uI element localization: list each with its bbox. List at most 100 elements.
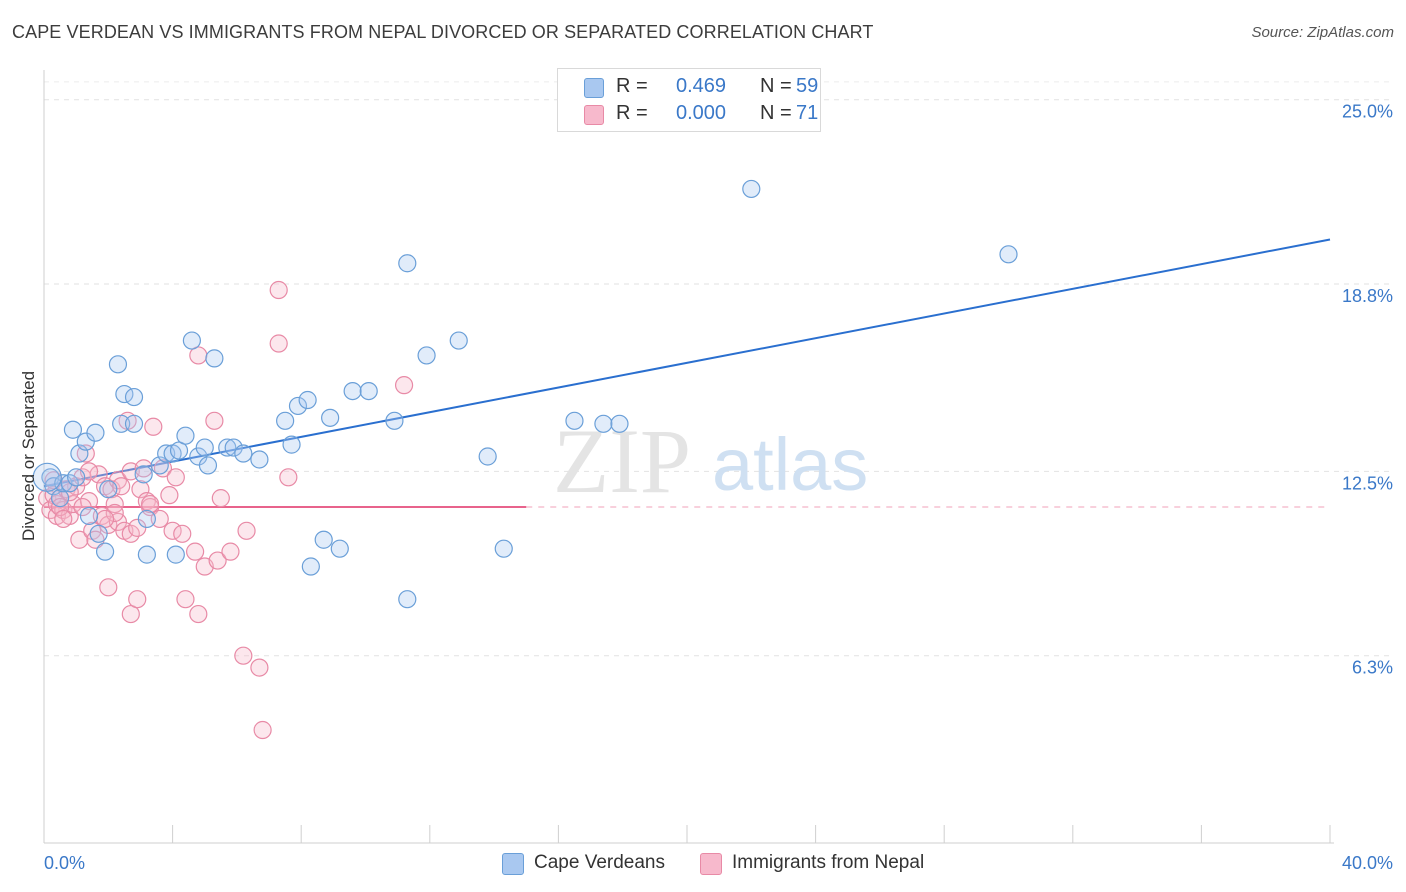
point-cape-verdeans bbox=[359, 381, 378, 401]
legend-swatch-cape-verdeans bbox=[584, 78, 604, 98]
point-cape-verdeans bbox=[385, 411, 404, 430]
point-nepal bbox=[140, 494, 160, 514]
point-cape-verdeans bbox=[99, 480, 118, 499]
legend-r-label: R = bbox=[616, 102, 648, 124]
point-nepal bbox=[73, 497, 92, 517]
point-cape-verdeans bbox=[198, 456, 218, 475]
watermark-zip: ZIP bbox=[553, 410, 691, 512]
point-cape-verdeans bbox=[398, 254, 417, 273]
point-cape-verdeans bbox=[124, 387, 144, 407]
point-nepal bbox=[269, 280, 288, 300]
point-cape-verdeans bbox=[314, 530, 333, 549]
y-tick-label: 18.8% bbox=[1342, 286, 1393, 306]
point-nepal bbox=[269, 334, 288, 353]
point-cape-verdeans bbox=[166, 545, 185, 564]
point-cape-verdeans bbox=[95, 542, 115, 561]
point-nepal bbox=[394, 376, 414, 395]
legend-n-label: N = bbox=[760, 75, 792, 97]
point-nepal bbox=[173, 524, 192, 543]
point-cape-verdeans bbox=[594, 414, 613, 433]
point-nepal bbox=[279, 468, 298, 487]
bottom-legend-swatch-cape-verdeans bbox=[502, 853, 524, 875]
point-cape-verdeans bbox=[218, 438, 237, 457]
trend-lines bbox=[43, 238, 1331, 509]
point-cape-verdeans bbox=[494, 539, 513, 558]
legend-r-label: R = bbox=[616, 75, 648, 97]
legend-r-value: 0.469 bbox=[676, 75, 727, 97]
point-nepal bbox=[221, 542, 240, 561]
point-nepal bbox=[54, 509, 73, 529]
point-cape-verdeans bbox=[449, 331, 468, 350]
point-cape-verdeans bbox=[112, 414, 131, 433]
point-cape-verdeans bbox=[343, 381, 362, 401]
point-cape-verdeans bbox=[195, 438, 214, 457]
point-nepal bbox=[205, 411, 224, 430]
axes bbox=[43, 70, 1334, 844]
chart-title: CAPE VERDEAN VS IMMIGRANTS FROM NEPAL DI… bbox=[12, 22, 874, 42]
point-nepal bbox=[186, 542, 205, 561]
point-cape-verdeans bbox=[565, 411, 584, 430]
point-nepal bbox=[234, 646, 253, 665]
point-cape-verdeans bbox=[398, 590, 417, 609]
point-nepal bbox=[166, 468, 185, 487]
point-nepal bbox=[208, 551, 227, 570]
grid-lines bbox=[44, 81, 1392, 657]
point-nepal bbox=[128, 590, 147, 609]
point-cape-verdeans bbox=[108, 355, 128, 374]
point-cape-verdeans bbox=[86, 423, 105, 442]
point-nepal bbox=[153, 459, 173, 478]
point-cape-verdeans bbox=[137, 509, 156, 529]
point-cape-verdeans bbox=[301, 557, 320, 576]
point-nepal bbox=[105, 503, 124, 523]
point-nepal bbox=[150, 509, 169, 529]
point-cape-verdeans bbox=[610, 414, 629, 433]
data-points bbox=[32, 179, 1018, 740]
point-nepal bbox=[211, 489, 230, 508]
legend-r-value: 0.000 bbox=[676, 102, 727, 124]
bottom-legend-swatch-nepal bbox=[700, 853, 722, 875]
point-cape-verdeans bbox=[321, 408, 340, 427]
point-nepal bbox=[250, 658, 269, 677]
tick-labels: 25.0% 18.8% 12.5% 6.3% 0.0% 40.0% Divorced or … bbox=[19, 102, 1393, 873]
legend-swatch-nepal bbox=[584, 105, 604, 125]
y-tick-label: 12.5% bbox=[1342, 473, 1393, 493]
point-cape-verdeans bbox=[234, 444, 253, 463]
point-nepal bbox=[176, 590, 195, 609]
point-cape-verdeans bbox=[298, 390, 317, 410]
point-cape-verdeans bbox=[205, 349, 224, 368]
correlation-legend: R = 0.469 N = 59 R = 0.000 N = 71 bbox=[557, 68, 821, 132]
point-nepal bbox=[237, 521, 256, 540]
bottom-legend-label: Immigrants from Nepal bbox=[732, 852, 925, 873]
point-cape-verdeans bbox=[478, 447, 497, 466]
point-cape-verdeans bbox=[63, 420, 83, 439]
source-label: Source: ZipAtlas.com bbox=[1251, 24, 1394, 41]
y-axis-label: Divorced or Separated bbox=[19, 371, 38, 541]
legend-n-value: 59 bbox=[796, 75, 819, 97]
point-cape-verdeans bbox=[224, 438, 243, 457]
point-cape-verdeans bbox=[276, 411, 295, 430]
x-tick-label: 40.0% bbox=[1342, 853, 1393, 873]
y-tick-label: 6.3% bbox=[1352, 658, 1393, 678]
point-nepal bbox=[189, 604, 208, 624]
point-cape-verdeans bbox=[137, 545, 156, 564]
point-cape-verdeans bbox=[67, 468, 86, 487]
point-cape-verdeans bbox=[417, 346, 436, 365]
point-cape-verdeans bbox=[182, 331, 201, 350]
point-cape-verdeans bbox=[250, 450, 269, 469]
watermark-atlas: atlas bbox=[712, 423, 868, 506]
y-tick-label: 25.0% bbox=[1342, 102, 1393, 122]
point-cape-verdeans bbox=[32, 462, 62, 492]
point-cape-verdeans bbox=[288, 396, 308, 416]
point-cape-verdeans bbox=[50, 489, 70, 508]
point-nepal bbox=[160, 486, 179, 505]
point-cape-verdeans bbox=[79, 506, 99, 526]
point-cape-verdeans bbox=[124, 414, 144, 433]
trend-line-cape-verdeans bbox=[43, 238, 1331, 488]
point-cape-verdeans bbox=[999, 245, 1018, 264]
point-nepal bbox=[144, 417, 163, 436]
point-cape-verdeans bbox=[330, 539, 349, 558]
point-cape-verdeans bbox=[176, 426, 195, 445]
point-cape-verdeans bbox=[742, 179, 761, 199]
point-cape-verdeans bbox=[282, 435, 301, 454]
